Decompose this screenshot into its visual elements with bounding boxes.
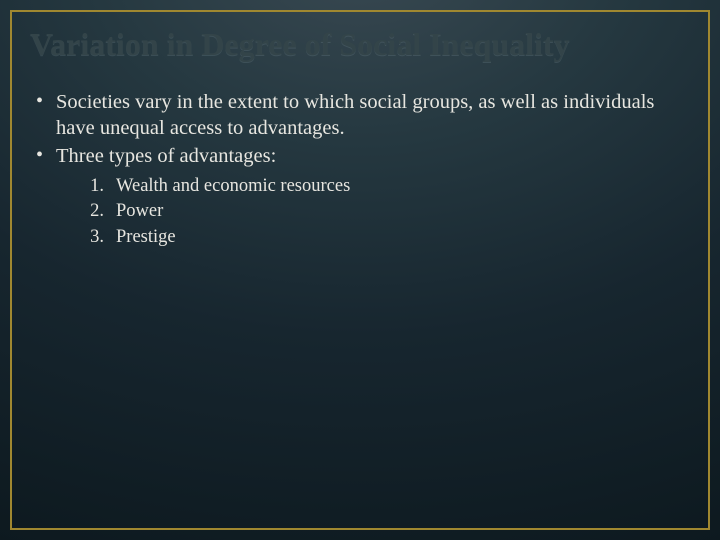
numbered-item: 2. Power — [82, 199, 690, 225]
number-marker: 2. — [82, 199, 104, 225]
number-marker: 3. — [82, 225, 104, 251]
numbered-text: Power — [116, 201, 163, 221]
numbered-item: 3. Prestige — [82, 225, 690, 251]
numbered-list: 1. Wealth and economic resources 2. Powe… — [30, 174, 690, 251]
slide-title: Variation in Degree of Social Inequality — [30, 26, 690, 63]
slide-content: Variation in Degree of Social Inequality… — [10, 10, 710, 530]
bullet-item: Societies vary in the extent to which so… — [36, 89, 690, 141]
numbered-text: Prestige — [116, 227, 176, 247]
number-marker: 1. — [82, 174, 104, 200]
slide: Variation in Degree of Social Inequality… — [0, 0, 720, 540]
numbered-text: Wealth and economic resources — [116, 176, 350, 196]
bullet-list: Societies vary in the extent to which so… — [30, 89, 690, 170]
numbered-item: 1. Wealth and economic resources — [82, 174, 690, 200]
bullet-item: Three types of advantages: — [36, 143, 690, 169]
